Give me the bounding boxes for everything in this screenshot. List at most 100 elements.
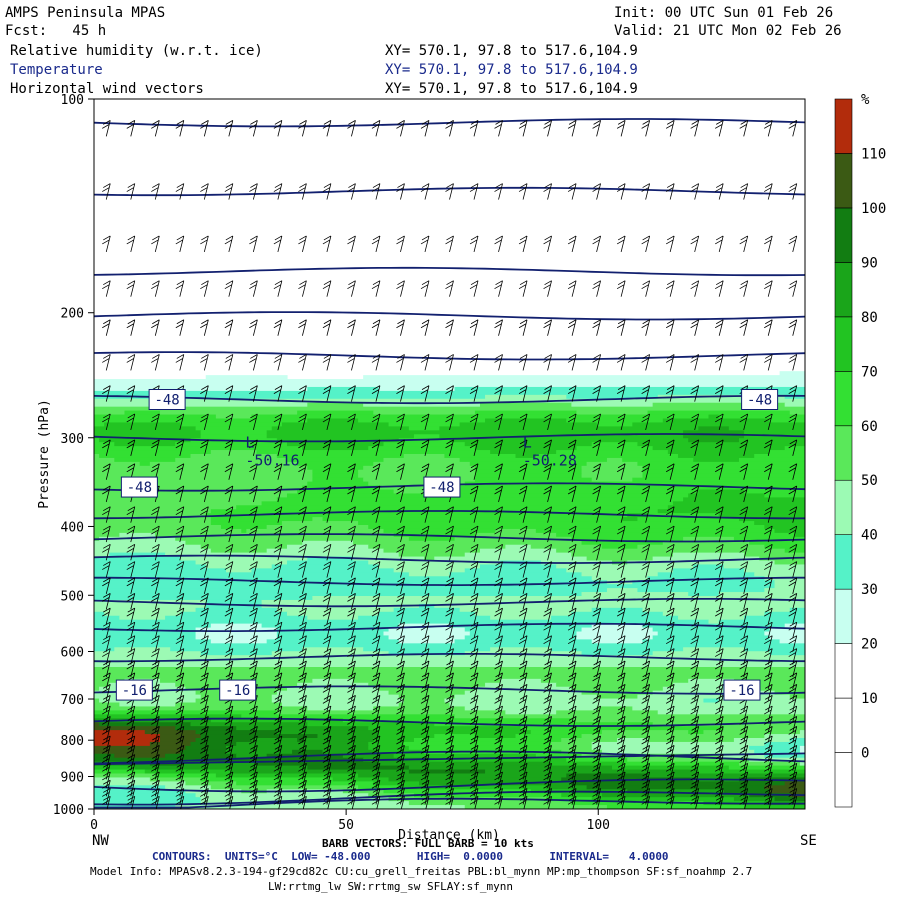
wind-barb	[396, 607, 405, 625]
wind-barb	[592, 754, 601, 771]
wind-barb	[494, 621, 503, 639]
wind-barb	[151, 506, 160, 523]
wind-barb	[396, 621, 405, 639]
wind-barb	[690, 485, 700, 503]
rh-cell	[688, 438, 740, 443]
wind-barb	[175, 577, 185, 594]
wind-barb	[371, 506, 381, 523]
wind-barb	[175, 506, 185, 523]
wind-barb	[322, 621, 332, 639]
y-tick-label: 400	[61, 520, 84, 535]
wind-barb	[347, 439, 356, 456]
wind-barb	[224, 120, 234, 137]
rh-cell	[363, 477, 476, 483]
rh-cell	[281, 422, 390, 427]
wind-barb	[371, 695, 381, 712]
wind-barb	[126, 593, 136, 610]
rh-cell	[94, 580, 608, 585]
rh-cell	[642, 473, 805, 479]
rh-cell	[591, 623, 644, 629]
wind-barb	[420, 735, 430, 753]
wind-barb	[714, 525, 724, 543]
wind-barb	[249, 745, 258, 762]
rh-cell	[94, 442, 115, 447]
wind-barb	[371, 648, 381, 665]
wind-barb	[592, 385, 601, 402]
wind-barb	[494, 660, 503, 678]
wind-barb	[347, 485, 356, 503]
wind-barb	[347, 463, 356, 480]
wind-barb	[665, 354, 675, 371]
wind-barb	[739, 754, 749, 771]
wind-barb	[567, 695, 577, 712]
model-info-physics: LW:rrtmg_lw SW:rrtmg_sw SFLAY:sf_mynn	[268, 880, 514, 893]
wind-barb	[445, 385, 454, 402]
rh-cell	[652, 651, 771, 656]
barb-legend: BARB VECTORS: FULL BARB = 10 kts	[322, 837, 534, 850]
wind-barb	[714, 385, 724, 402]
wind-barb	[371, 235, 381, 253]
wind-barb	[592, 735, 601, 753]
temperature-contour-line	[94, 433, 805, 443]
rh-cell	[195, 627, 278, 633]
wind-barb	[494, 319, 503, 336]
wind-barb	[764, 235, 773, 253]
wind-barb	[102, 745, 111, 762]
rh-cell	[652, 402, 786, 408]
wind-barb	[641, 735, 651, 753]
wind-barb	[494, 735, 503, 753]
wind-barb	[764, 754, 773, 771]
wind-barb	[224, 660, 234, 678]
rh-cell	[236, 781, 374, 786]
rh-cell	[94, 414, 217, 420]
rh-cell	[307, 765, 410, 771]
wind-barb	[518, 726, 528, 743]
wind-barb	[298, 726, 307, 743]
rh-cell	[94, 682, 110, 688]
wind-barb	[224, 543, 234, 561]
wind-barb	[592, 762, 601, 780]
wind-barb	[322, 745, 332, 762]
rh-cell	[764, 525, 805, 530]
rh-cell	[144, 730, 197, 735]
rh-cell	[94, 509, 212, 514]
wind-barb	[494, 745, 503, 762]
wind-barb	[469, 485, 479, 503]
wind-barb	[249, 183, 258, 200]
wind-barb	[714, 795, 724, 809]
rh-cell	[266, 525, 369, 530]
rh-cell	[383, 528, 496, 534]
wind-barb	[371, 485, 381, 503]
wind-barb	[543, 525, 552, 543]
rh-cell	[479, 548, 557, 554]
wind-barb	[665, 762, 675, 780]
wind-barb	[469, 543, 479, 561]
rh-cell	[490, 450, 557, 455]
rh-cell	[94, 670, 805, 676]
wind-barb	[273, 525, 283, 543]
wind-barb	[518, 660, 528, 678]
rh-cell	[723, 726, 805, 731]
wind-barb	[396, 120, 405, 137]
wind-barb	[371, 754, 381, 771]
wind-barb	[567, 621, 577, 639]
wind-barb	[641, 648, 651, 665]
wind-barb	[543, 183, 552, 200]
rh-cell	[94, 777, 151, 782]
wind-barb	[322, 795, 332, 809]
rh-cell	[667, 450, 771, 455]
wind-barb	[714, 463, 724, 480]
wind-barb	[543, 726, 552, 743]
rh-cell	[165, 785, 212, 790]
rh-cell	[647, 773, 805, 779]
rh-cell	[637, 588, 765, 593]
wind-barb	[200, 235, 209, 253]
wind-barb	[469, 593, 479, 610]
rh-cell	[606, 457, 623, 463]
wind-barb	[567, 648, 577, 665]
wind-barb	[567, 705, 577, 723]
wind-barb	[616, 695, 626, 712]
rh-cell	[94, 647, 115, 652]
wind-barb	[200, 735, 209, 753]
